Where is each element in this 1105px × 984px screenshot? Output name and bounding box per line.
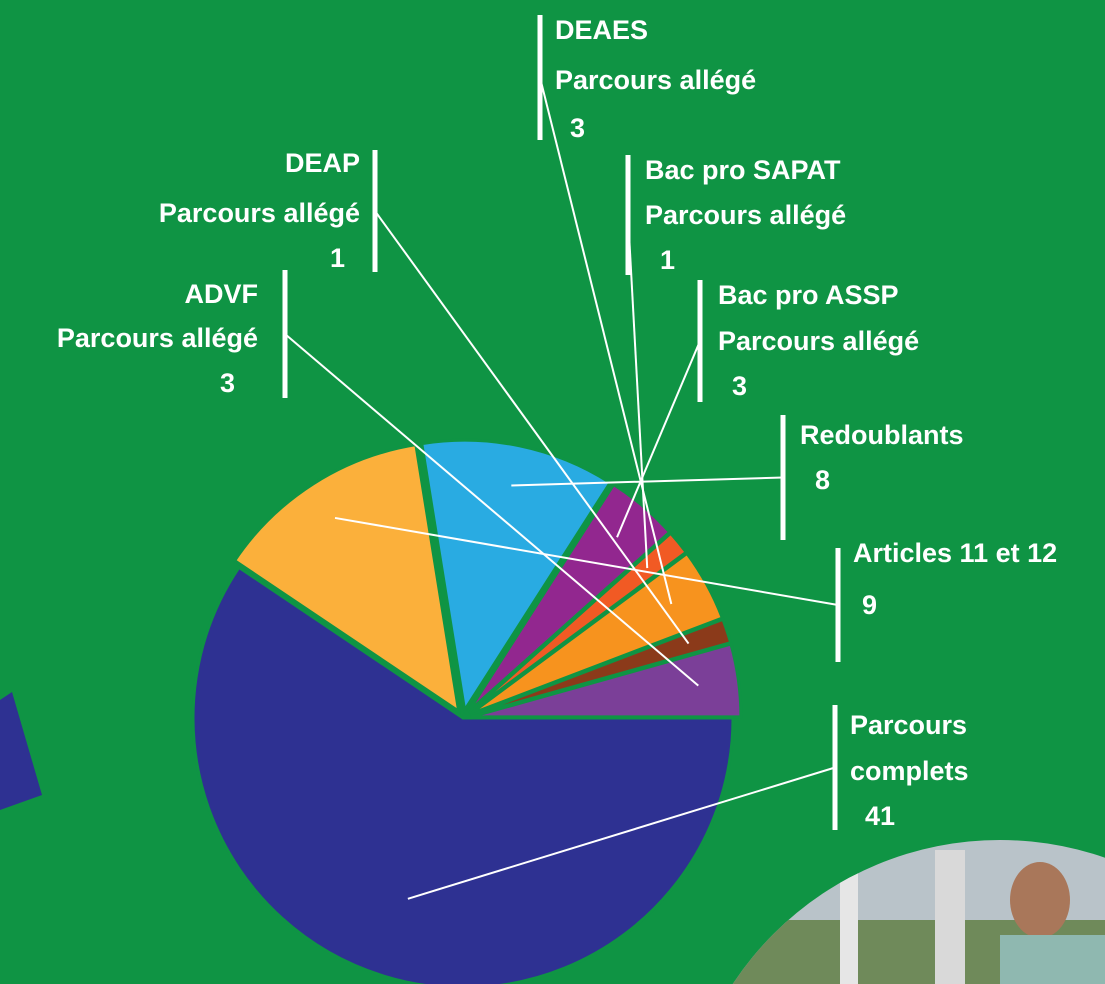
decor-shape [0,692,42,810]
slice-label: Bac pro SAPAT [645,155,841,185]
slice-value: 3 [570,113,585,143]
slice-label: Parcours allégé [645,200,846,230]
slice-value: 1 [330,243,345,273]
slice-value: 1 [660,245,675,275]
slice-label: Bac pro ASSP [718,280,899,310]
slice-value: 3 [220,368,235,398]
slice-label: Redoublants [800,420,964,450]
slice-value: 3 [732,371,747,401]
slice-label: Parcours allégé [57,323,258,353]
page: {"chart_data": {"type": "pie", "categori… [0,0,1105,984]
slice-label: Parcours allégé [718,326,919,356]
slice-label: DEAP [285,148,360,178]
slice-label: complets [850,756,969,786]
slice-value: 8 [815,465,830,495]
slice-value: 9 [862,590,877,620]
slice-label: Parcours [850,710,967,740]
slice-label: DEAES [555,15,648,45]
chart: Parcours complets 41 Articles 11 et 12 9 Redo… [0,0,1105,984]
slice-label: Articles 11 et 12 [853,538,1057,568]
slice-label: ADVF [185,279,259,309]
slice-label: Parcours allégé [555,65,756,95]
pie [193,440,741,984]
slice-value: 41 [865,801,895,831]
slice-label: Parcours allégé [159,198,360,228]
